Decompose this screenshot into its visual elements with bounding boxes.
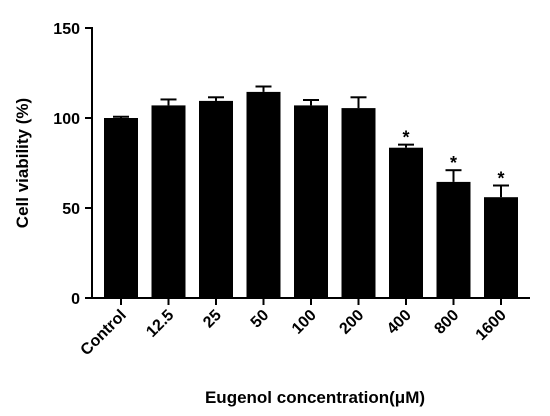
significance-asterisk: *: [402, 128, 409, 148]
bar: [199, 100, 233, 299]
x-tick-label: 400: [384, 307, 415, 338]
bar: [484, 197, 518, 298]
x-tick-label: 1600: [473, 307, 510, 344]
x-axis-label: Eugenol concentration(μM): [205, 388, 425, 407]
x-tick-label: 25: [200, 307, 225, 332]
x-tick-label: 800: [431, 307, 462, 338]
y-tick-label: 50: [62, 201, 80, 218]
x-ticks: Control 12.5 25 50 100 200 400 800 1600: [78, 298, 510, 359]
y-axis-label: Cell viability (%): [13, 98, 32, 228]
y-ticks: 0 50 100 150: [53, 21, 92, 308]
significance-asterisk: *: [497, 169, 504, 189]
bars: [104, 91, 518, 299]
bar: [104, 118, 138, 298]
x-tick-label: 200: [336, 307, 367, 338]
bar: [436, 181, 471, 298]
bar: [294, 105, 328, 299]
y-tick-label: 100: [53, 111, 80, 128]
bar: [389, 147, 423, 298]
bar: [341, 108, 376, 298]
bar: [246, 91, 281, 299]
x-tick-label: 50: [248, 307, 273, 332]
y-tick-label: 0: [71, 291, 80, 308]
bar: [151, 105, 186, 299]
significance-markers: * * *: [402, 128, 504, 189]
error-bars: [113, 85, 509, 198]
y-tick-label: 150: [53, 21, 80, 38]
x-tick-label: 100: [289, 307, 320, 338]
x-tick-label: 12.5: [143, 307, 177, 341]
significance-asterisk: *: [450, 153, 457, 173]
x-tick-label: Control: [78, 307, 130, 359]
